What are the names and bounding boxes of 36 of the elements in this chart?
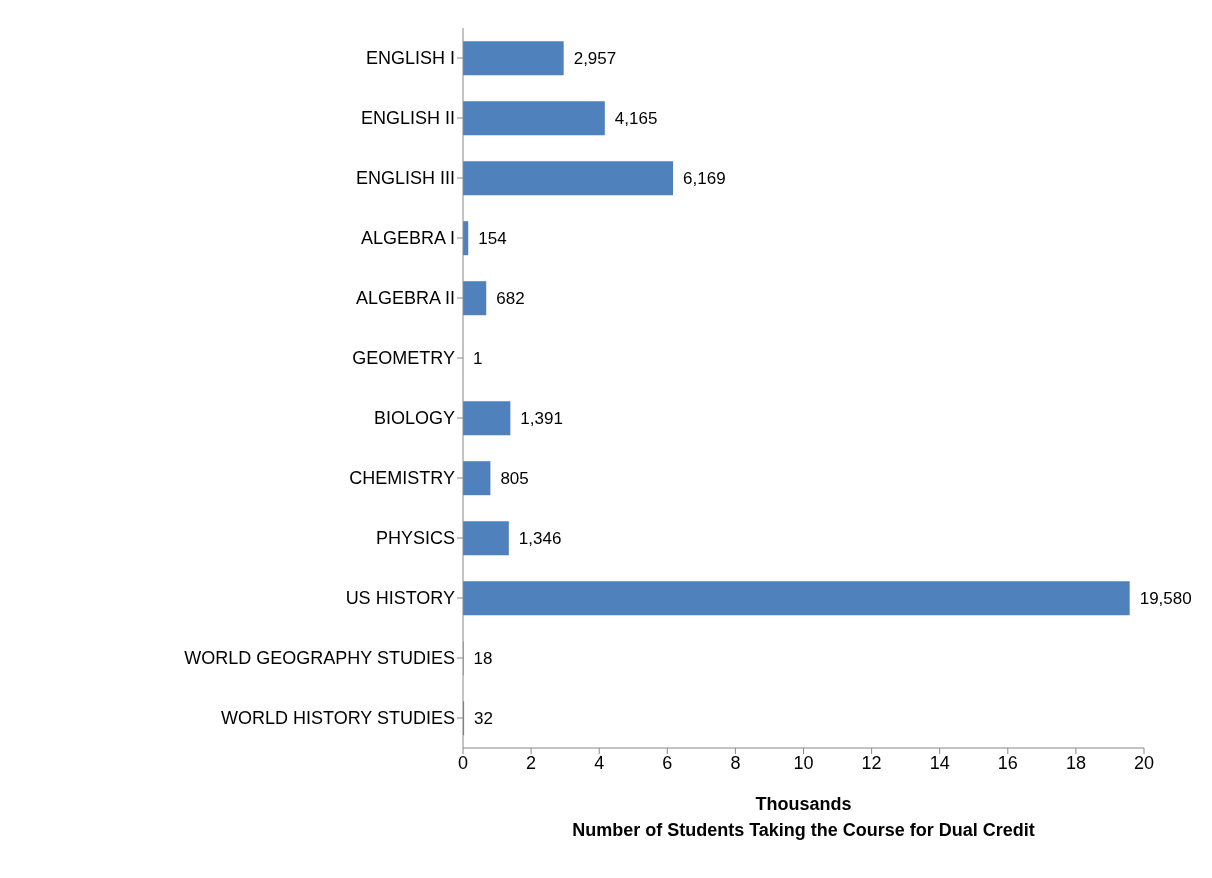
y-tick-label: ALGEBRA II [355, 288, 455, 309]
y-tick-label: PHYSICS [375, 528, 455, 549]
annotation: 19,580 [1139, 589, 1192, 608]
y-tick-label: BIOLOGY [373, 408, 455, 429]
annotation: 32 [474, 709, 494, 728]
y-tick-label: GEOMETRY [352, 348, 455, 369]
y-tick-label: ENGLISH I [365, 48, 455, 69]
x-tick-label: 16 [997, 752, 1018, 773]
y-tick-label: US HISTORY [345, 588, 455, 609]
annotation: 154 [478, 229, 507, 248]
y-tick-label: WORLD GEOGRAPHY STUDIES [184, 648, 455, 669]
x-tick-label: 8 [730, 752, 741, 773]
annotation: 1,391 [520, 409, 563, 428]
x-tick-label: 12 [861, 752, 882, 773]
x-tick-label: 18 [1065, 752, 1086, 773]
x-tick-label: 2 [526, 752, 537, 773]
annotation: 1 [473, 349, 483, 368]
annotation: 18 [473, 649, 493, 668]
annotation: 2,957 [573, 49, 617, 68]
annotation: 1,346 [518, 529, 562, 548]
annotation: 805 [500, 469, 529, 488]
y-tick-label: ENGLISH II [360, 108, 455, 129]
x-tick-label: 6 [662, 752, 673, 773]
x-axis-title: Thousands Number of Students Taking the Course for Dual Credit [572, 794, 1035, 840]
x-tick-label: 0 [457, 752, 469, 773]
y-tick-label: CHEMISTRY [349, 468, 455, 489]
x-tick-label: 14 [929, 752, 950, 773]
annotation: 4,165 [614, 109, 658, 128]
x-tick-label: 4 [594, 752, 605, 773]
annotation: 682 [496, 289, 525, 308]
y-tick-label: WORLD HISTORY STUDIES [220, 708, 455, 729]
x-tick-label: 20 [1133, 752, 1155, 773]
x-tick-label: 10 [793, 752, 814, 773]
annotation: 6,169 [683, 169, 726, 188]
y-tick-label: ALGEBRA I [360, 228, 455, 249]
y-tick-label: ENGLISH III [355, 168, 455, 189]
